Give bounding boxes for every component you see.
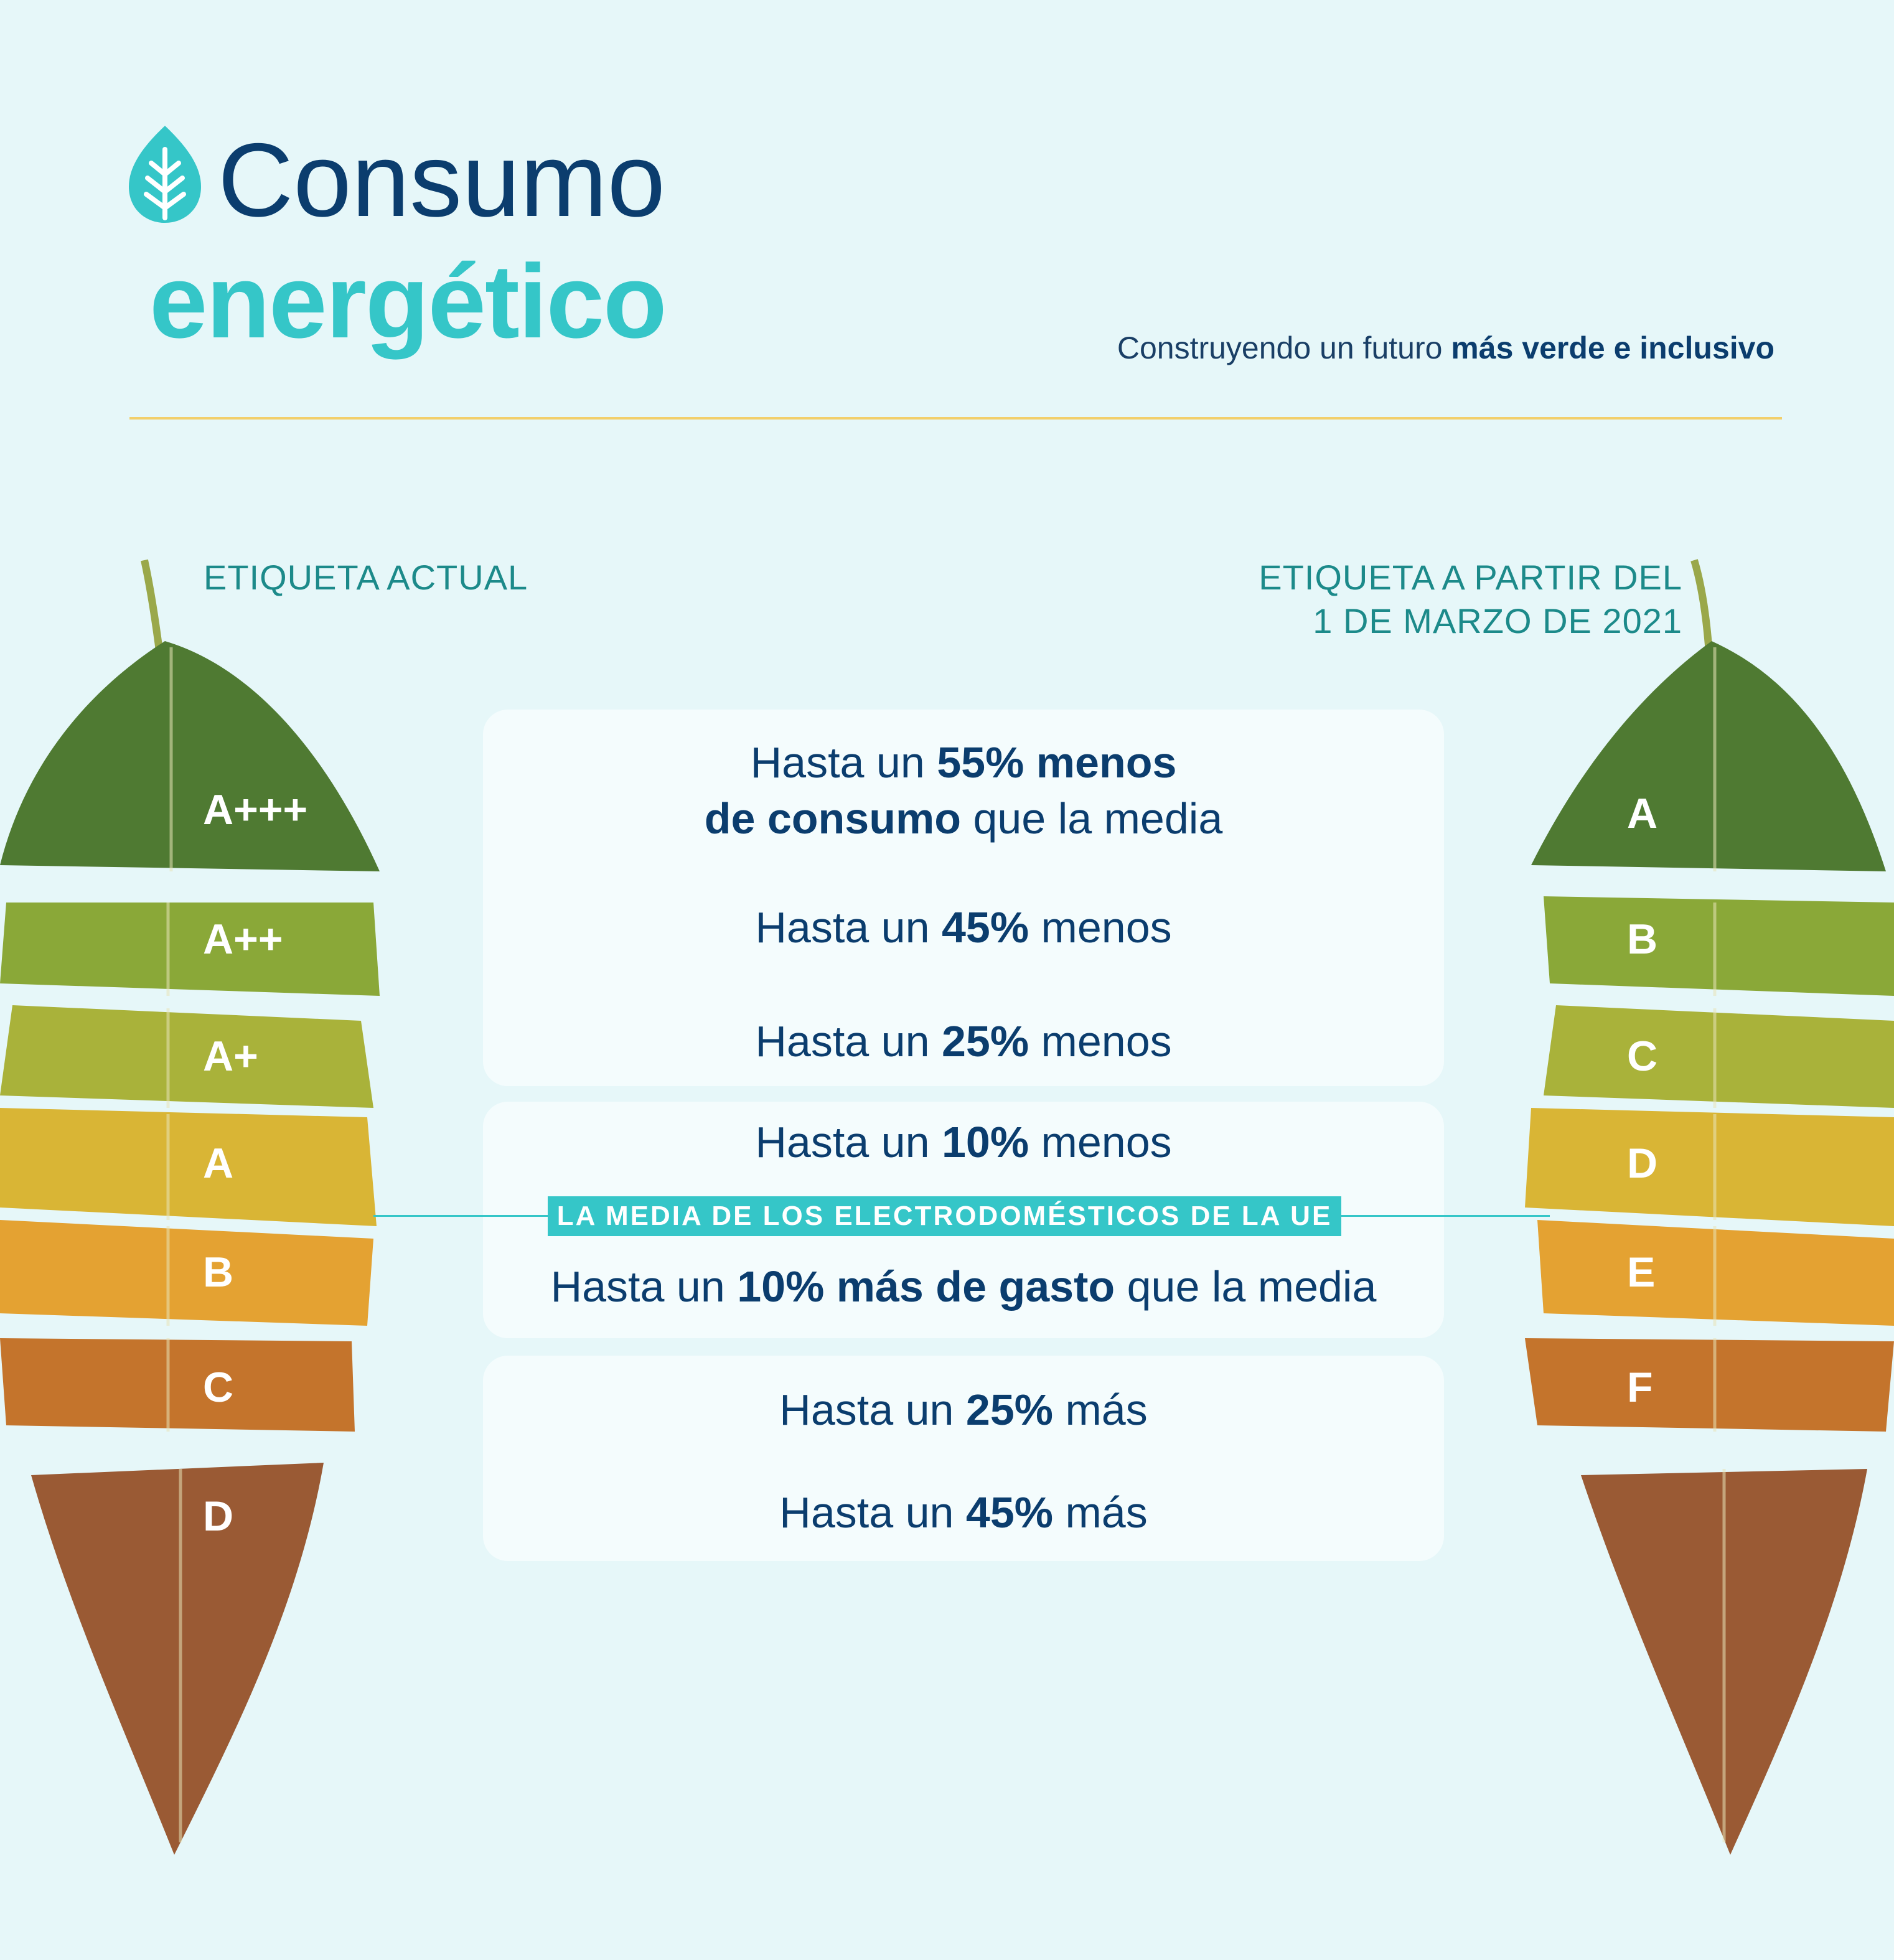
- new-label-line2: 1 DE MARZO DE 2021: [1313, 601, 1682, 640]
- row-10-menos: Hasta un 10% menos: [483, 1114, 1444, 1171]
- new-grade-d: D: [1627, 1140, 1658, 1187]
- row-bold: 45%: [965, 1488, 1054, 1537]
- leaf-segment-a+: [0, 1005, 373, 1108]
- row-45-mas: Hasta un 45% más: [483, 1484, 1444, 1541]
- row-45-menos: Hasta un 45% menos: [483, 899, 1444, 956]
- tagline-normal: Construyendo un futuro: [1117, 331, 1451, 365]
- row-pre: Hasta un: [755, 1017, 942, 1066]
- current-grade-a++: A++: [203, 916, 283, 963]
- current-grade-a+: A+: [203, 1033, 258, 1080]
- card-inefficient: [483, 1356, 1444, 1561]
- new-grade-c: C: [1627, 1033, 1658, 1080]
- row-bold: 25%: [941, 1017, 1029, 1066]
- row-55-menos: Hasta un 55% menos: [483, 734, 1444, 791]
- leaf-segment-new-c: [1544, 1005, 1894, 1108]
- page-title-line1: Consumo: [218, 121, 666, 238]
- row-pre: Hasta un: [779, 1386, 966, 1434]
- current-label-heading: ETIQUETA ACTUAL: [204, 558, 528, 597]
- row-de-consumo: de consumo que la media: [483, 790, 1444, 847]
- current-grade-b: B: [203, 1249, 234, 1296]
- page-title-line2: energético: [149, 243, 667, 360]
- leaf-segment-new-a: [1531, 641, 1886, 871]
- row-25-menos: Hasta un 25% menos: [483, 1013, 1444, 1070]
- new-grade-a: A: [1627, 790, 1658, 837]
- current-grade-d: D: [203, 1493, 234, 1540]
- leaf-segment-new-f: [1525, 1338, 1894, 1432]
- row-post: menos: [1029, 1118, 1172, 1166]
- leaf-segment-a: [0, 1108, 377, 1226]
- row-post: que la media: [961, 794, 1223, 843]
- row-post: más: [1053, 1488, 1148, 1537]
- new-label-heading: ETIQUETA A PARTIR DEL 1 DE MARZO DE 2021: [1259, 556, 1682, 643]
- row-pre: Hasta un: [755, 903, 942, 952]
- new-label-leaf: [1525, 559, 1894, 1855]
- row-bold: 25%: [965, 1386, 1054, 1434]
- row-post: más: [1053, 1386, 1148, 1434]
- row-post: que la media: [1115, 1262, 1377, 1311]
- card-efficient: [483, 710, 1444, 1086]
- current-grade-a: A: [203, 1140, 234, 1187]
- row-10-mas: Hasta un 10% más de gasto que la media: [483, 1259, 1444, 1315]
- leaf-segment-new-d: [1525, 1108, 1894, 1226]
- row-bold: 10%: [941, 1118, 1029, 1166]
- new-grade-e: E: [1627, 1249, 1656, 1296]
- row-bold: de consumo: [704, 794, 961, 843]
- header-divider: [129, 417, 1782, 420]
- leaf-logo-icon: [129, 126, 201, 223]
- leaf-segment-new-b: [1544, 896, 1894, 996]
- row-pre: Hasta un: [779, 1488, 966, 1537]
- row-pre: Hasta un: [755, 1118, 942, 1166]
- new-grade-b: B: [1627, 916, 1658, 963]
- row-pre: Hasta un: [550, 1262, 738, 1311]
- tagline-bold: más verde e inclusivo: [1451, 331, 1774, 365]
- new-label-line1: ETIQUETA A PARTIR DEL: [1259, 558, 1682, 597]
- current-label-leaf: [0, 559, 380, 1855]
- current-grade-a+++: A+++: [203, 786, 308, 833]
- current-grade-c: C: [203, 1364, 234, 1411]
- leaf-segment-a+++: [0, 641, 380, 871]
- row-bold: 10% más de gasto: [737, 1262, 1115, 1311]
- leaf-segment-a++: [0, 903, 380, 996]
- new-grade-f: F: [1627, 1364, 1653, 1411]
- row-post: menos: [1029, 903, 1172, 952]
- row-pre: Hasta un: [750, 738, 937, 787]
- leaf-segment-d: [31, 1463, 324, 1855]
- tagline: Construyendo un futuro más verde e inclu…: [1117, 330, 1774, 366]
- leaf-segment-c: [0, 1338, 355, 1432]
- row-bold: 55% menos: [937, 738, 1177, 787]
- leaf-segment-b: [0, 1220, 373, 1326]
- row-post: menos: [1029, 1017, 1172, 1066]
- row-bold: 45%: [941, 903, 1029, 952]
- row-25-mas: Hasta un 25% más: [483, 1382, 1444, 1438]
- average-badge: LA MEDIA DE LOS ELECTRODOMÉSTICOS DE LA …: [548, 1196, 1341, 1236]
